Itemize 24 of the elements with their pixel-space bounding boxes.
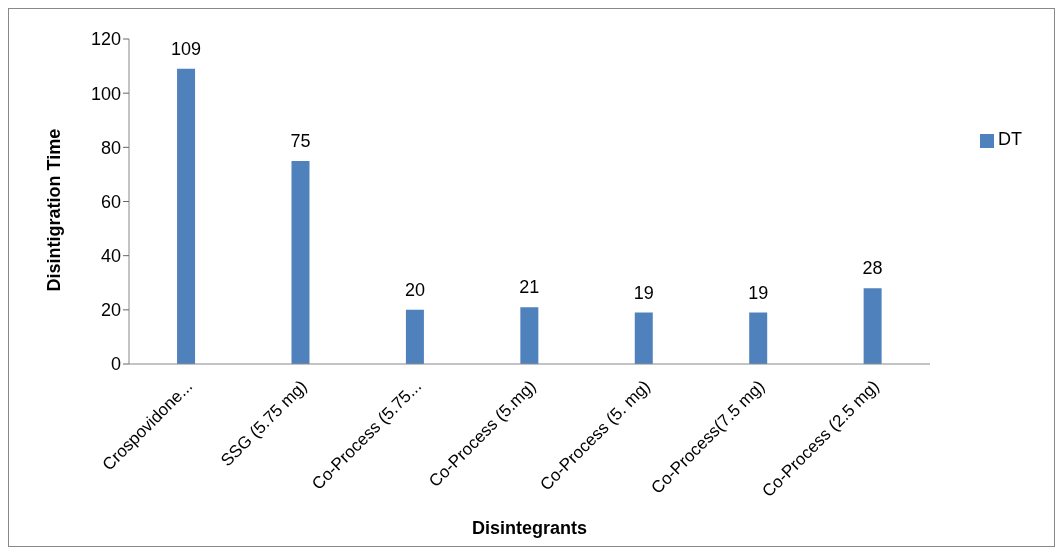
bar xyxy=(177,68,196,364)
data-label: 20 xyxy=(404,279,425,300)
legend-label: DT xyxy=(998,129,1022,149)
bar xyxy=(863,288,882,364)
y-tick-label: 120 xyxy=(90,29,121,50)
x-axis-title: Disintegrants xyxy=(471,518,588,538)
bar xyxy=(749,312,768,364)
data-label: 28 xyxy=(862,258,883,279)
data-label: 21 xyxy=(519,277,540,298)
data-label: 75 xyxy=(290,130,311,151)
y-tick-label: 60 xyxy=(100,191,121,212)
y-tick-label: 80 xyxy=(100,137,121,158)
y-axis-title: Disintigration Time xyxy=(44,128,65,292)
y-tick-label: 100 xyxy=(90,83,121,104)
y-tick-label: 0 xyxy=(110,354,121,375)
data-label: 19 xyxy=(633,282,654,303)
data-label: 19 xyxy=(748,282,769,303)
bar xyxy=(520,307,539,364)
bar xyxy=(405,309,424,364)
data-label: 109 xyxy=(171,38,202,59)
bar xyxy=(634,312,653,364)
y-tick-label: 20 xyxy=(100,300,121,321)
y-tick-label: 40 xyxy=(100,246,121,267)
bar xyxy=(291,160,310,364)
